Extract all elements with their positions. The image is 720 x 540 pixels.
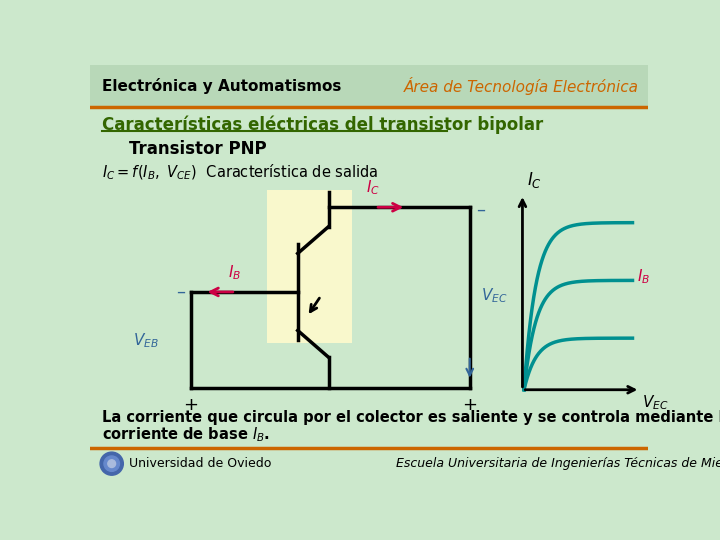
Bar <box>90 65 648 107</box>
Text: $I_C$: $I_C$ <box>527 170 542 190</box>
Text: –: – <box>176 283 185 301</box>
Text: +: + <box>184 396 198 414</box>
Circle shape <box>100 452 123 475</box>
Circle shape <box>104 456 120 471</box>
Text: Área de Tecnología Electrónica: Área de Tecnología Electrónica <box>404 77 639 96</box>
Text: +: + <box>462 396 477 414</box>
Text: Características eléctricas del transistor bipolar: Características eléctricas del transisto… <box>102 116 543 134</box>
Text: Transistor PNP: Transistor PNP <box>129 140 266 159</box>
Text: $V_{EB}$: $V_{EB}$ <box>132 331 158 350</box>
Circle shape <box>108 460 116 468</box>
Text: $I_B$: $I_B$ <box>228 263 241 282</box>
Text: $I_B$: $I_B$ <box>637 267 650 286</box>
Text: $V_{EC}$: $V_{EC}$ <box>642 393 668 411</box>
Bar <box>266 190 352 343</box>
Text: Universidad de Oviedo: Universidad de Oviedo <box>129 457 271 470</box>
Text: Electrónica y Automatismos: Electrónica y Automatismos <box>102 78 341 94</box>
Text: corriente de base $I_B$.: corriente de base $I_B$. <box>102 425 269 444</box>
Text: $I_C$: $I_C$ <box>366 179 380 197</box>
Text: Escuela Universitaria de Ingenierías Técnicas de Mieres: Escuela Universitaria de Ingenierías Téc… <box>396 457 720 470</box>
Text: $V_{EC}$: $V_{EC}$ <box>482 286 508 305</box>
Text: $I_C = f(I_B,\ V_{CE})$  Característica de salida: $I_C = f(I_B,\ V_{CE})$ Característica d… <box>102 163 378 183</box>
Text: –: – <box>476 200 485 219</box>
Text: La corriente que circula por el colector es saliente y se controla mediante la: La corriente que circula por el colector… <box>102 410 720 425</box>
